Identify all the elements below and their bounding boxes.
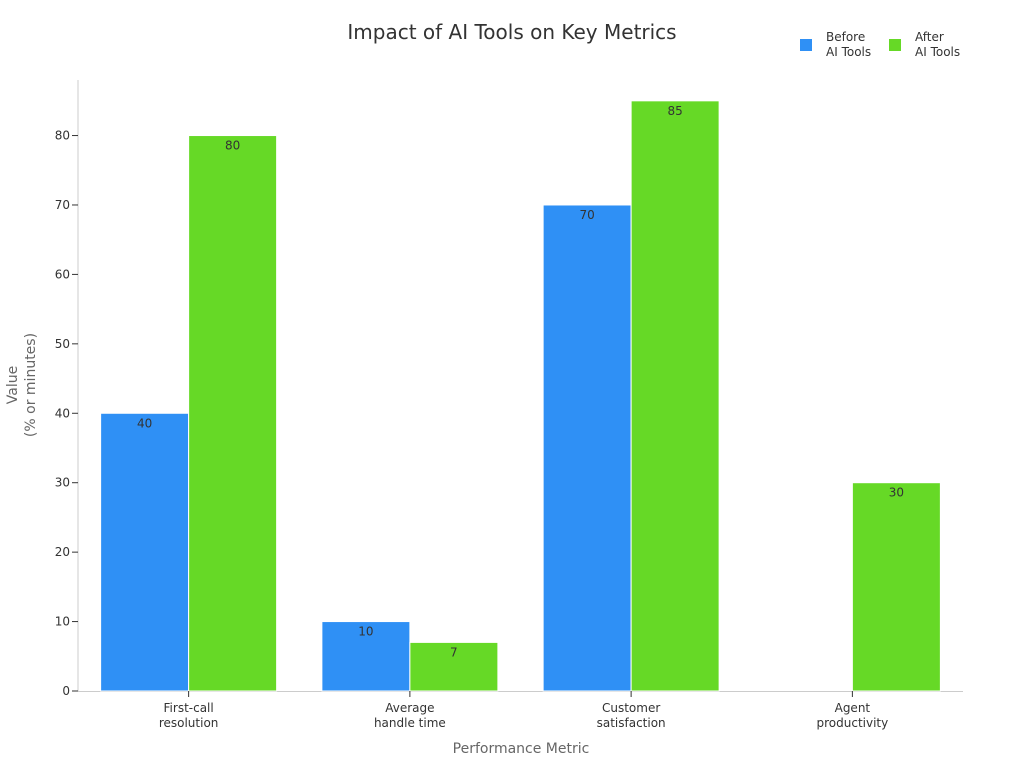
bar — [542, 204, 632, 692]
y-tick-label: 20 — [55, 545, 70, 559]
bar — [100, 412, 190, 692]
bar — [409, 641, 499, 692]
bar — [321, 621, 411, 692]
y-axis-label: Value (% or minutes) — [5, 332, 39, 438]
y-tick-label: 60 — [55, 267, 70, 281]
legend-label-before: Before AI Tools — [826, 30, 872, 59]
bar — [188, 135, 278, 692]
legend-swatch-after — [889, 39, 901, 51]
x-axis-label: Performance Metric — [452, 741, 590, 757]
bar-value-label: 70 — [579, 208, 594, 222]
bar-value-label: 85 — [667, 104, 682, 118]
y-tick-label: 10 — [55, 615, 70, 629]
bar — [630, 100, 720, 692]
y-tick-label: 0 — [62, 684, 70, 698]
x-tick-label: First-call resolution — [159, 701, 219, 730]
chart-title: Impact of AI Tools on Key Metrics — [347, 20, 677, 44]
legend-label-after: After AI Tools — [915, 30, 961, 59]
y-tick-label: 40 — [55, 406, 70, 420]
bar-value-label: 7 — [450, 645, 458, 659]
y-tick-label: 50 — [55, 337, 70, 351]
bar — [851, 482, 941, 692]
y-tick-label: 30 — [55, 476, 70, 490]
bar-value-label: 30 — [889, 486, 904, 500]
bar-value-label: 80 — [225, 139, 240, 153]
x-tick-label: Agent productivity — [817, 701, 889, 730]
x-tick-label: Average handle time — [374, 701, 446, 730]
bar-value-label: 10 — [358, 625, 373, 639]
y-tick-label: 70 — [55, 198, 70, 212]
x-tick-label: Customer satisfaction — [597, 701, 666, 730]
bar-value-label: 40 — [137, 416, 152, 430]
y-tick-label: 80 — [55, 129, 70, 143]
legend-swatch-before — [800, 39, 812, 51]
